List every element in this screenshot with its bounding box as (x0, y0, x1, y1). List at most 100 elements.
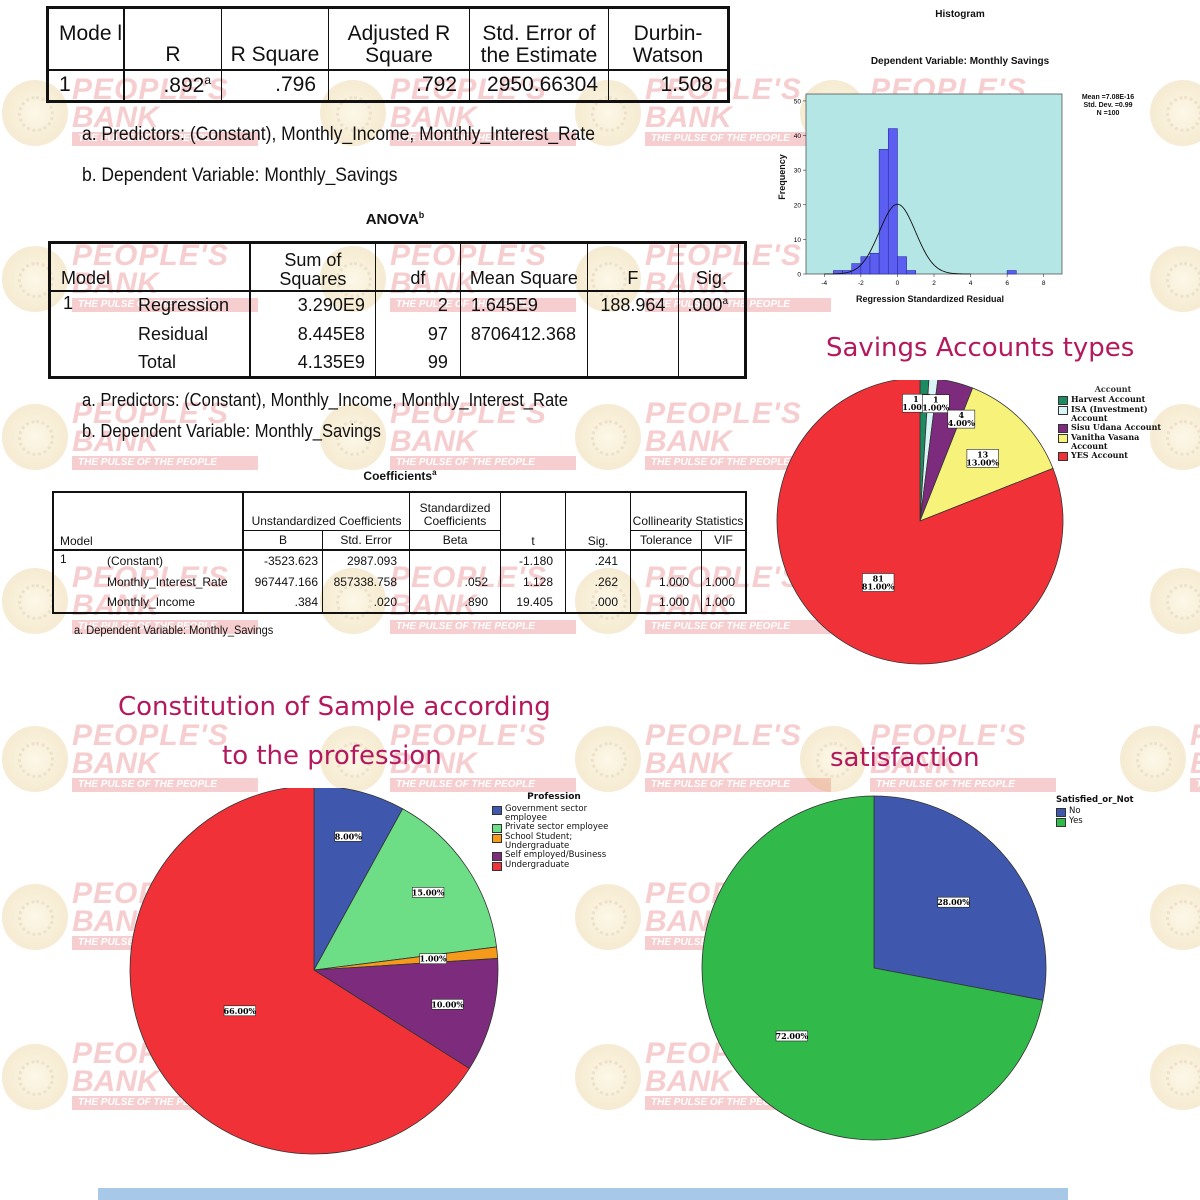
anova-cell-sig (678, 320, 745, 349)
legend-swatch (1058, 424, 1068, 433)
histogram-x-tick-label: 4 (969, 280, 973, 287)
coef-cell-sig: .262 (565, 571, 632, 592)
model-summary-note-b: b. Dependent Variable: Monthly_Savings (82, 165, 398, 186)
pie-data-label-box (775, 1030, 808, 1042)
coef-cell-se: 857338.758 (322, 571, 411, 592)
legend-swatch (1058, 452, 1068, 461)
histogram-x-tick-label: 2 (932, 280, 936, 287)
legend-label: No (1069, 806, 1081, 816)
legend-swatch (1056, 818, 1066, 827)
legend-item: Undergraduate (492, 861, 616, 871)
histogram-subtitle: Dependent Variable: Monthly Savings (870, 56, 1050, 67)
watermark-line2: BANK (390, 425, 477, 458)
pie-data-label: 8.00% (334, 831, 362, 842)
footer-bar (98, 1188, 1068, 1200)
legend-label: Private sector employee (505, 822, 609, 832)
anova-row: Total 4.135E9 99 (50, 348, 746, 378)
legend-item: Harvest Account (1058, 395, 1168, 405)
accounts-legend: Account Harvest Account ISA (Investment) … (1058, 384, 1168, 461)
watermark-line2: BANK (1190, 748, 1200, 780)
coef-header-vif: VIF (701, 529, 746, 550)
coef-header-collinearity: Collinearity Statistics (632, 513, 744, 528)
pie-data-label-box (862, 573, 895, 592)
coef-cell-model (53, 592, 101, 613)
coef-cell-label: (Constant) (101, 550, 245, 571)
coef-header-t: t (500, 492, 567, 551)
seal-icon (2, 884, 68, 950)
pie-data-label-box (419, 953, 447, 965)
seal-icon (2, 404, 68, 470)
histogram-y-tick-label: 30 (794, 168, 802, 175)
legend-label: School Student; Undergraduate (505, 832, 573, 851)
satisfaction-title: satisfaction (830, 743, 980, 773)
legend-label: Undergraduate (505, 860, 570, 870)
pie-data-label-text: 1 (933, 395, 939, 405)
coef-cell-model (53, 571, 101, 592)
legend-item: Sisu Udana Account (1058, 423, 1168, 433)
cell-r: .892a (124, 69, 222, 102)
coefficients-row: Monthly_Income .384.020.890 19.405.000 1.00… (53, 592, 746, 613)
satisfaction-legend: Satisfied_or_Not No Yes (1056, 795, 1146, 827)
anova-cell-model: 1 (63, 292, 74, 313)
watermark-tagline: THE PULSE OF THE PEOPLE (1190, 778, 1200, 792)
coef-cell-tolerance (630, 550, 703, 571)
histogram-title: Histogram (935, 9, 985, 20)
anova-cell-ms: 1.645E9 (460, 290, 588, 320)
legend-swatch (492, 862, 502, 871)
anova-cell-label: Residual (126, 319, 251, 349)
anova-cell-f: 188.964 (587, 290, 679, 320)
pie-data-label-box (431, 999, 464, 1010)
anova-row: 1 Regression 3.290E9 2 1.645E9 188.964 .000a (50, 290, 746, 320)
histogram-ylabel: Frequency (777, 154, 787, 200)
pie-data-label-text: 1 (913, 394, 919, 404)
coef-cell-sig: .000 (565, 592, 632, 613)
seal-icon (1150, 246, 1200, 312)
pie-data-label-text: 4 (959, 410, 965, 420)
coef-cell-b: .384 (243, 592, 324, 613)
coef-cell-beta: .052 (409, 571, 502, 592)
anova-cell-label: Total (126, 348, 251, 378)
legend-label: Sisu Udana Account (1071, 422, 1162, 432)
pie-data-label-text: 13 (977, 449, 989, 459)
pie-slice (776, 380, 1064, 665)
coef-cell-tolerance: 1.000 (630, 592, 703, 613)
coefficients-title: Coefficientsa (363, 468, 437, 483)
pie-data-label: 15.00% (412, 887, 445, 898)
pie-data-label-text: 4.00% (948, 418, 975, 428)
coef-cell-vif (702, 550, 746, 571)
anova-header-f: F (587, 242, 679, 291)
anova-header-ss: Sum of Squares (249, 242, 376, 291)
seal-icon (1150, 1044, 1200, 1110)
anova-note-a: a. Predictors: (Constant), Monthly_Incom… (82, 390, 568, 410)
anova-cell-f (587, 319, 679, 349)
histogram-plot-area (805, 93, 1063, 275)
anova-note-b: b. Dependent Variable: Monthly_Savings (82, 421, 381, 441)
pie-data-label-text: 10.00% (431, 999, 464, 1009)
model-summary-table: Mode l R R Square Adjusted R Square Std. … (46, 6, 730, 103)
header-adjusted-r-square: Adjusted R Square (328, 7, 470, 70)
coef-header-std: Standardized Coefficients (409, 492, 502, 530)
pie-slice (701, 795, 1044, 1141)
anova-row: Residual 8.445E8 97 8706412.368 (50, 319, 746, 349)
anova-title: ANOVAb (365, 210, 425, 228)
legend-item: Self employed/Business (492, 851, 616, 861)
anova-cell-ss: 3.290E9 (249, 290, 376, 320)
legend-label: YES Account (1071, 450, 1128, 460)
anova-cell-df: 2 (375, 290, 461, 320)
watermark-tagline: THE PULSE OF THE PEOPLE (72, 456, 258, 470)
anova-cell-sig (678, 349, 745, 378)
legend-label: Harvest Account (1071, 394, 1146, 404)
anova-cell-df: 97 (375, 319, 461, 349)
watermark-line1: PEOPLE'S (645, 719, 802, 752)
histogram-y-tick-label: 40 (794, 133, 802, 140)
coef-cell-b: -3523.623 (243, 550, 324, 571)
coef-header-beta: Beta (409, 529, 502, 550)
legend-label: Government sector employee (505, 804, 588, 823)
anova-header-df: df (375, 242, 461, 291)
coef-cell-tolerance: 1.000 (630, 571, 703, 592)
legend-swatch (1058, 406, 1068, 415)
legend-swatch (1056, 808, 1066, 817)
